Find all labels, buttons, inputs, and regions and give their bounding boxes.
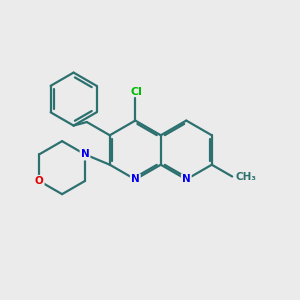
Text: N: N [81, 149, 89, 159]
Text: N: N [182, 174, 191, 184]
Text: CH₃: CH₃ [235, 172, 256, 182]
Text: N: N [131, 174, 140, 184]
Text: Cl: Cl [131, 87, 143, 97]
Text: O: O [35, 176, 44, 186]
